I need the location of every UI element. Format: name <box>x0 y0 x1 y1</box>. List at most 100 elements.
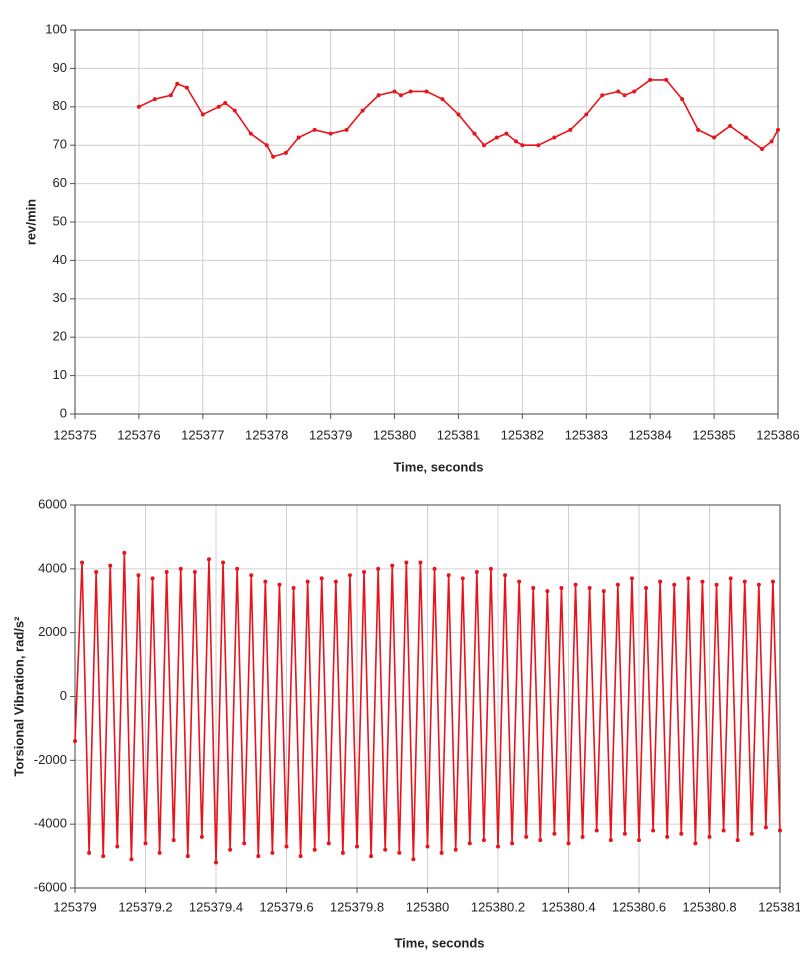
data-point <box>87 850 92 855</box>
data-point <box>776 127 780 132</box>
data-point <box>305 579 310 584</box>
data-point <box>376 566 381 571</box>
data-point <box>686 576 691 581</box>
data-point <box>157 850 162 855</box>
data-point <box>749 831 754 836</box>
data-point <box>94 570 99 575</box>
data-point <box>714 582 719 587</box>
data-point <box>742 579 747 584</box>
data-point <box>129 857 134 862</box>
data-point <box>474 570 479 575</box>
y-axis-title: Torsional Vibration, rad/s² <box>11 616 26 777</box>
data-point <box>545 589 550 594</box>
data-point <box>513 139 518 144</box>
data-point <box>136 573 141 578</box>
data-point <box>770 579 775 584</box>
data-point <box>769 139 774 144</box>
data-point <box>150 576 155 581</box>
data-point <box>263 579 268 584</box>
data-point <box>517 579 522 584</box>
data-point <box>80 560 85 565</box>
data-point <box>108 563 113 568</box>
y-tick-label: -2000 <box>34 752 67 767</box>
y-tick-label: 2000 <box>38 624 67 639</box>
x-tick-label: 125380.4 <box>541 899 595 914</box>
data-point <box>411 857 416 862</box>
data-point <box>283 150 288 155</box>
data-point <box>721 828 726 833</box>
data-point <box>355 844 359 849</box>
data-point <box>206 557 211 562</box>
data-point <box>319 576 324 581</box>
plot-border <box>74 504 781 889</box>
data-point <box>270 850 275 855</box>
x-tick-label: 125386 <box>756 427 799 442</box>
data-point <box>494 135 499 140</box>
x-tick-label: 125380 <box>406 899 449 914</box>
data-point <box>136 104 141 109</box>
y-tick-label: 50 <box>53 213 67 228</box>
y-tick-label: 100 <box>45 21 67 36</box>
data-point <box>520 143 525 148</box>
data-point <box>664 77 669 82</box>
data-point <box>199 834 204 839</box>
data-point <box>608 838 613 843</box>
data-point <box>249 573 254 578</box>
data-point <box>580 834 585 839</box>
data-point <box>536 143 541 148</box>
data-point <box>432 566 437 571</box>
data-point <box>115 844 120 849</box>
data-point <box>178 566 183 571</box>
data-point <box>164 570 169 575</box>
data-point <box>552 831 557 836</box>
data-point <box>446 573 451 578</box>
data-point <box>171 838 176 843</box>
data-point <box>552 135 557 140</box>
data-point <box>73 739 77 744</box>
data-point <box>622 831 627 836</box>
y-tick-label: 0 <box>60 688 67 703</box>
data-point <box>397 850 402 855</box>
data-point <box>700 579 705 584</box>
data-point <box>312 847 317 852</box>
data-point <box>693 841 698 846</box>
x-tick-label: 125380 <box>373 427 416 442</box>
data-point <box>228 847 233 852</box>
data-point <box>601 589 606 594</box>
data-point <box>665 834 670 839</box>
data-point <box>376 93 381 98</box>
data-point <box>600 93 605 98</box>
data-point <box>277 582 282 587</box>
chart: 0 10 20 30 40 50 60 70 80 90 100 125375 125376 125377… <box>23 21 799 474</box>
data-point <box>594 828 599 833</box>
data-point <box>404 560 409 565</box>
data-point <box>482 143 487 148</box>
data-point <box>152 97 157 102</box>
x-tick-label: 125376 <box>117 427 160 442</box>
data-point <box>242 841 247 846</box>
data-point <box>735 838 740 843</box>
data-point <box>232 108 237 113</box>
data-point <box>672 582 677 587</box>
data-point <box>333 579 338 584</box>
data-point <box>566 841 571 846</box>
y-tick-label: 30 <box>53 290 67 305</box>
x-axis-title: Time, seconds <box>394 935 484 950</box>
data-point <box>763 825 768 830</box>
data-point <box>531 585 536 590</box>
data-point <box>632 89 637 94</box>
x-tick-label: 125377 <box>181 427 224 442</box>
data-point <box>496 844 500 849</box>
x-axis-title: Time, seconds <box>393 459 483 474</box>
data-point <box>284 844 289 849</box>
plot-border <box>74 29 779 415</box>
data-point <box>712 135 717 140</box>
data-point <box>615 582 620 587</box>
data-point <box>587 585 592 590</box>
y-tick-label: 40 <box>53 252 67 267</box>
data-point <box>573 582 578 587</box>
data-point <box>439 850 444 855</box>
data-point <box>472 131 477 136</box>
data-point <box>344 127 349 132</box>
data-point <box>418 560 423 565</box>
